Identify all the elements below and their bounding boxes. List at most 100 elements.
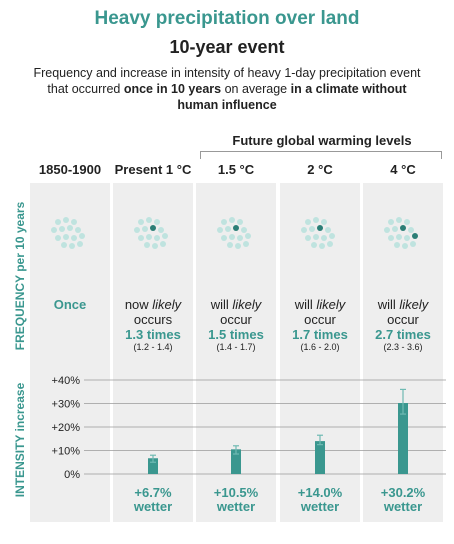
frequency-dot: [388, 235, 394, 241]
frequency-line2: occur: [220, 312, 252, 327]
data-label-suffix: wetter: [133, 499, 172, 514]
frequency-dot: [225, 226, 231, 232]
frequency-dot: [55, 219, 61, 225]
frequency-dot: [221, 235, 227, 241]
intensity-bar: [398, 403, 408, 474]
future-warming-label: Future global warming levels: [232, 133, 412, 148]
y-tick-label: +40%: [52, 375, 81, 387]
chart-description: Frequency and increase in intensity of h…: [33, 66, 421, 112]
frequency-dot: [404, 235, 410, 241]
frequency-dot: [59, 226, 65, 232]
frequency-value: 2.7 times: [375, 327, 431, 342]
frequency-dot: [319, 243, 325, 249]
frequency-dot: [150, 225, 156, 231]
frequency-dot: [400, 225, 406, 231]
y-tick-label: 0%: [64, 469, 80, 481]
frequency-dot: [313, 217, 319, 223]
frequency-line1: will likely: [294, 297, 346, 312]
frequency-dot: [321, 235, 327, 241]
data-label: +6.7%: [134, 485, 172, 500]
frequency-dot: [301, 227, 307, 233]
frequency-text: will likely occur 1.5 times: [196, 297, 276, 342]
frequency-dot: [313, 234, 319, 240]
frequency-dot: [305, 235, 311, 241]
frequency-dot: [75, 227, 81, 233]
frequency-dot: [329, 233, 335, 239]
frequency-dot: [402, 243, 408, 249]
frequency-line2: occur: [304, 312, 336, 327]
column-header: 4 °C: [390, 162, 416, 177]
frequency-dot: [241, 227, 247, 233]
frequency-dot: [146, 217, 152, 223]
frequency-value: 1.5 times: [208, 327, 264, 342]
frequency-dot: [317, 225, 323, 231]
frequency-dot: [158, 227, 164, 233]
column-header: Present 1 °C: [114, 162, 192, 177]
frequency-dot: [221, 219, 227, 225]
frequency-dot: [154, 235, 160, 241]
data-label: +10.5%: [214, 485, 259, 500]
frequency-line2: occur: [387, 312, 419, 327]
frequency-dot: [309, 226, 315, 232]
frequency-dot: [233, 225, 239, 231]
frequency-dot: [394, 242, 400, 248]
frequency-dots-icon: [51, 217, 85, 249]
frequency-value-text: Once: [53, 297, 87, 312]
frequency-text: will likely occur 1.7 times: [280, 297, 360, 342]
data-label: +30.2%: [381, 485, 426, 500]
intensity-bar: [231, 449, 241, 474]
frequency-dot: [63, 217, 69, 223]
frequency-dot: [79, 233, 85, 239]
frequency-dot: [71, 219, 77, 225]
frequency-dot: [327, 241, 333, 247]
frequency-dot: [243, 241, 249, 247]
frequency-line1: will likely: [377, 297, 429, 312]
y-tick-label: +10%: [52, 446, 81, 458]
frequency-dot: [162, 233, 168, 239]
frequency-dot: [144, 242, 150, 248]
frequency-range: (2.3 - 3.6): [383, 342, 423, 352]
frequency-dot: [71, 235, 77, 241]
frequency-dot: [229, 234, 235, 240]
data-label-suffix: wetter: [216, 499, 255, 514]
frequency-dot: [321, 219, 327, 225]
frequency-dots-icon: [301, 217, 335, 249]
frequency-dot: [138, 219, 144, 225]
frequency-dot: [227, 242, 233, 248]
frequency-dot: [388, 219, 394, 225]
frequency-dot: [67, 225, 73, 231]
frequency-dot: [146, 234, 152, 240]
frequency-dot: [235, 243, 241, 249]
frequency-dot: [408, 227, 414, 233]
y-tick-label: +30%: [52, 399, 81, 411]
frequency-dot: [134, 227, 140, 233]
frequency-dot: [229, 217, 235, 223]
frequency-dots-icon: [134, 217, 168, 249]
frequency-dot: [311, 242, 317, 248]
frequency-text: will likely occur 2.7 times: [363, 297, 443, 342]
frequency-dot: [55, 235, 61, 241]
frequency-dot: [61, 242, 67, 248]
y-tick-label: +20%: [52, 422, 81, 434]
data-label-suffix: wetter: [300, 499, 339, 514]
chart-subtitle: 10-year event: [169, 37, 285, 57]
frequency-dot: [237, 235, 243, 241]
frequency-dot: [142, 226, 148, 232]
frequency-dot: [396, 234, 402, 240]
frequency-line2: occurs: [133, 312, 173, 327]
frequency-text: now likely occurs 1.3 times: [113, 297, 193, 342]
frequency-dot: [412, 233, 418, 239]
chart-title: Heavy precipitation over land: [94, 8, 360, 29]
column-header: 1.5 °C: [217, 162, 255, 177]
frequency-dot: [396, 217, 402, 223]
frequency-value: Once: [30, 297, 110, 312]
column-header: 1850-1900: [38, 162, 102, 177]
frequency-line1: now likely: [124, 297, 182, 312]
frequency-dot: [160, 241, 166, 247]
intensity-bar: [148, 458, 158, 474]
frequency-dot: [152, 243, 158, 249]
frequency-dot: [154, 219, 160, 225]
frequency-dot: [138, 235, 144, 241]
intensity-bar: [315, 441, 325, 474]
